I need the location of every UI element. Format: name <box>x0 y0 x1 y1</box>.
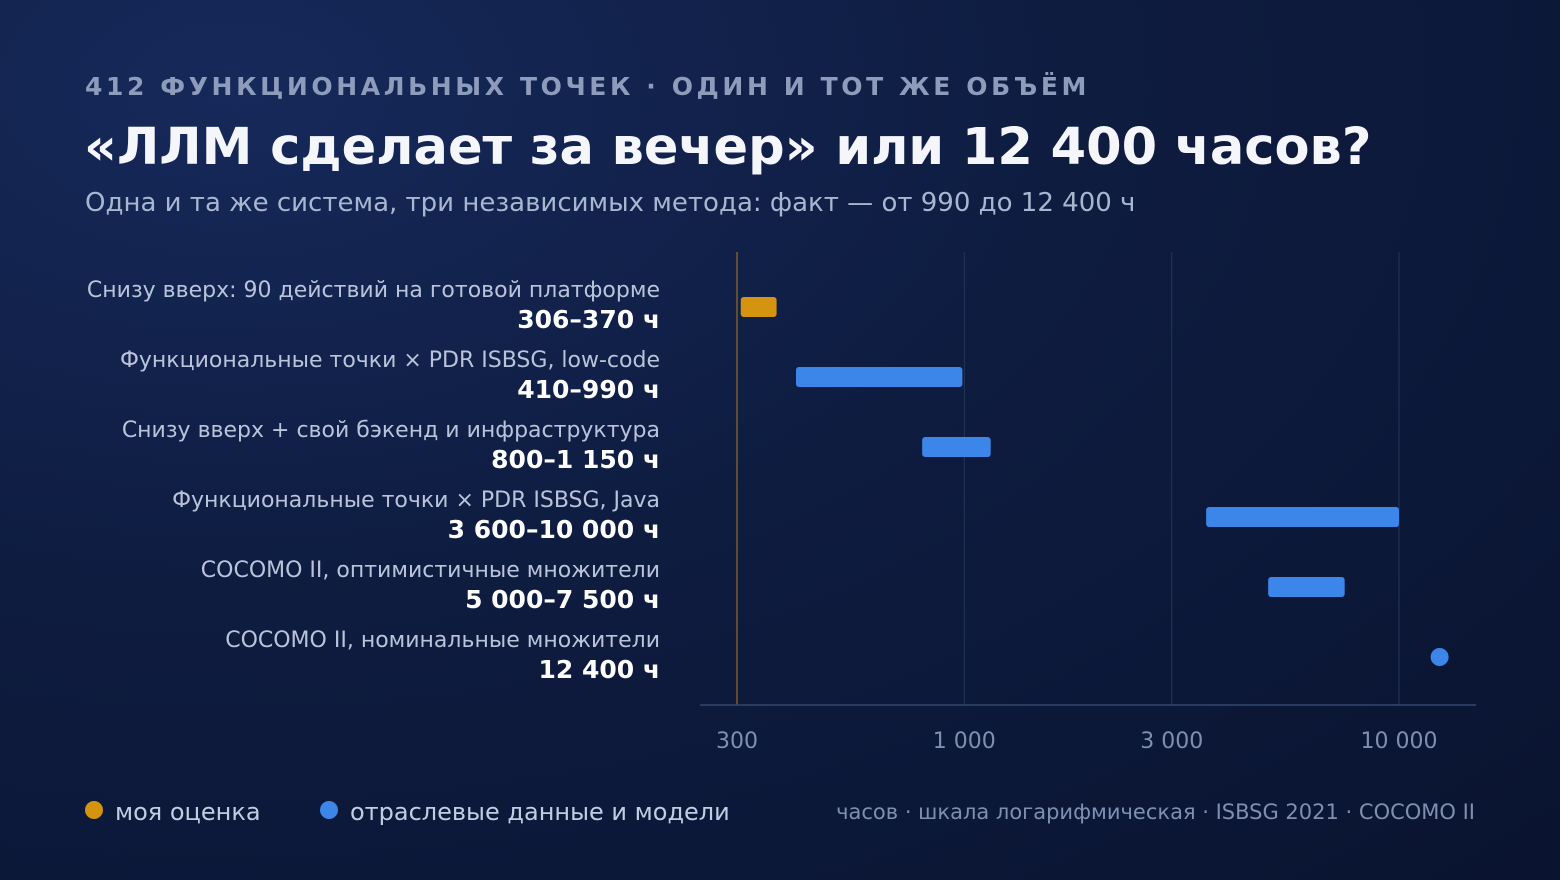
row-label-4: COCOMO II, оптимистичные множители 5 000–… <box>20 556 660 614</box>
row-value: 3 600–10 000 ч <box>447 515 660 544</box>
legend-label-industry: отраслевые данные и модели <box>350 798 730 826</box>
row-value: 410–990 ч <box>517 375 660 404</box>
legend-dot-mine <box>85 801 103 819</box>
row-value: 306–370 ч <box>517 305 660 334</box>
point-5 <box>1430 648 1449 666</box>
row-label-3: Функциональные точки × PDR ISBSG, Java 3 … <box>20 486 660 544</box>
chart-note: часов · шкала логарифмическая · ISBSG 20… <box>836 800 1475 824</box>
range-bar-0 <box>740 297 777 317</box>
range-bar-2 <box>922 437 991 457</box>
legend-item-industry: отраслевые данные и модели <box>320 798 730 826</box>
row-label-1: Функциональные точки × PDR ISBSG, low-co… <box>20 346 660 404</box>
row-label-2: Снизу вверх + свой бэкенд и инфраструкту… <box>20 416 660 474</box>
range-bar-4 <box>1268 577 1345 597</box>
legend: моя оценка отраслевые данные и модели ча… <box>85 798 1475 828</box>
row-name: COCOMO II, оптимистичные множители <box>200 558 660 583</box>
eyebrow: 412 ФУНКЦИОНАЛЬНЫХ ТОЧЕК · ОДИН И ТОТ ЖЕ… <box>85 72 1090 101</box>
row-label-5: COCOMO II, номинальные множители 12 400 ч <box>20 626 660 684</box>
range-bar-1 <box>795 367 963 387</box>
range-bar-3 <box>1206 507 1399 527</box>
page-title: «ЛЛМ сделает за вечер» или 12 400 часов? <box>84 118 1372 177</box>
legend-dot-industry <box>320 801 338 819</box>
row-name: Функциональные точки × PDR ISBSG, Java <box>172 488 660 513</box>
row-name: Снизу вверх + свой бэкенд и инфраструкту… <box>121 418 660 443</box>
legend-label-mine: моя оценка <box>115 798 261 826</box>
x-tick-label: 10 000 <box>1361 729 1438 754</box>
x-tick-label: 3 000 <box>1140 729 1203 754</box>
row-value: 800–1 150 ч <box>491 445 660 474</box>
row-value: 12 400 ч <box>538 655 660 684</box>
x-tick-label: 1 000 <box>933 729 996 754</box>
x-tick-label: 300 <box>716 729 758 754</box>
row-label-0: Снизу вверх: 90 действий на готовой плат… <box>20 276 660 334</box>
row-name: Снизу вверх: 90 действий на готовой плат… <box>86 278 660 303</box>
row-value: 5 000–7 500 ч <box>465 585 660 614</box>
page-subtitle: Одна и та же система, три независимых ме… <box>85 188 1136 218</box>
row-name: COCOMO II, номинальные множители <box>225 628 660 653</box>
legend-item-mine: моя оценка <box>85 798 261 826</box>
row-name: Функциональные точки × PDR ISBSG, low-co… <box>119 348 660 373</box>
